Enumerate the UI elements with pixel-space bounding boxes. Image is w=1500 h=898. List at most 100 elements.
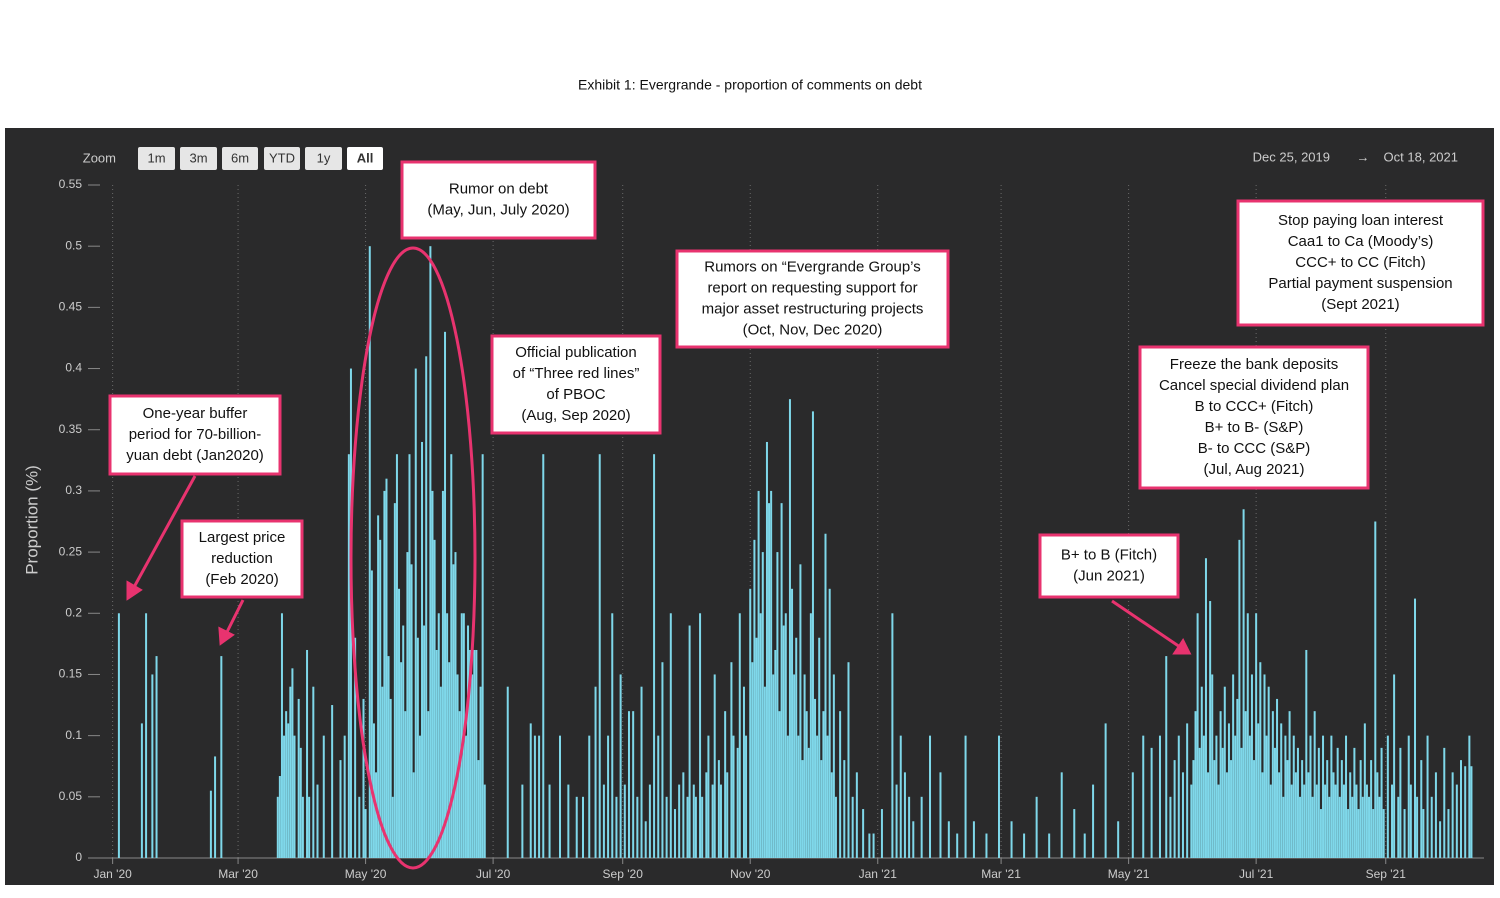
bar xyxy=(1334,784,1337,858)
bar xyxy=(1194,711,1197,858)
bar xyxy=(903,772,906,858)
bar xyxy=(862,809,865,858)
bar xyxy=(1309,735,1312,858)
arrow-head xyxy=(218,626,235,646)
bar xyxy=(467,625,470,858)
bar xyxy=(745,735,748,858)
zoom-button[interactable] xyxy=(264,147,300,170)
bar xyxy=(1242,509,1245,858)
bar xyxy=(847,662,850,858)
bar xyxy=(598,454,601,858)
bar xyxy=(425,356,428,858)
bar xyxy=(1468,735,1471,858)
bar xyxy=(1315,784,1318,858)
bar xyxy=(1382,809,1385,858)
bar xyxy=(1460,760,1463,858)
bar xyxy=(1342,784,1345,858)
bar xyxy=(377,515,380,858)
bar xyxy=(972,821,975,858)
zoom-button-label[interactable]: 1y xyxy=(317,150,331,165)
bar xyxy=(632,711,635,858)
bar xyxy=(450,454,453,858)
bar xyxy=(475,649,478,858)
y-tick-label: 0.15 xyxy=(59,667,83,681)
bar xyxy=(1292,735,1295,858)
bar xyxy=(797,735,800,858)
bar xyxy=(623,784,626,858)
bar xyxy=(1422,809,1425,858)
bar xyxy=(1244,711,1247,858)
bar xyxy=(809,613,812,858)
bar xyxy=(375,772,378,858)
bar xyxy=(393,503,396,858)
arrow xyxy=(1111,599,1181,649)
bar xyxy=(1202,735,1205,858)
bar xyxy=(705,772,708,858)
bar xyxy=(1257,723,1260,858)
bar xyxy=(291,668,294,858)
bar xyxy=(761,552,764,858)
annotations: One-year buffer period for 70-billion-yua… xyxy=(108,160,1485,870)
zoom-button-label[interactable]: 3m xyxy=(189,150,207,165)
bar xyxy=(1215,735,1218,858)
bar xyxy=(1083,833,1086,858)
bar xyxy=(820,760,823,858)
bar xyxy=(719,784,722,858)
bar xyxy=(1357,809,1360,858)
x-tick-label: Jan '21 xyxy=(859,867,898,881)
zoom-button[interactable] xyxy=(305,147,342,170)
bar xyxy=(278,776,281,858)
bar xyxy=(1225,772,1228,858)
bar xyxy=(742,686,745,858)
bar xyxy=(306,649,309,858)
range-start: Dec 25, 2019 xyxy=(1253,149,1330,164)
annotation-box xyxy=(400,160,597,240)
bar xyxy=(1399,747,1402,858)
bar xyxy=(611,613,614,858)
zoom-button-label[interactable]: 6m xyxy=(231,150,249,165)
zoom-button[interactable] xyxy=(180,147,217,170)
x-tick-label: Sep '21 xyxy=(1366,867,1407,881)
bar xyxy=(774,649,777,858)
bar xyxy=(155,656,158,858)
bar xyxy=(214,756,217,858)
bar xyxy=(782,625,785,858)
bar xyxy=(433,539,436,858)
bar xyxy=(1169,796,1172,858)
bar xyxy=(1317,747,1320,858)
zoom-button[interactable] xyxy=(347,147,383,170)
bar xyxy=(824,533,827,858)
bar xyxy=(358,796,361,858)
bar xyxy=(807,747,810,858)
bar xyxy=(299,747,302,858)
bar xyxy=(423,625,426,858)
x-tick-label: Jul '21 xyxy=(1239,867,1274,881)
bar xyxy=(301,796,304,858)
zoom-button-label[interactable]: YTD xyxy=(269,150,295,165)
bar xyxy=(688,625,691,858)
zoom-button-label[interactable]: All xyxy=(357,150,374,165)
bar xyxy=(1223,686,1226,858)
arrow xyxy=(131,475,197,590)
y-tick-label: 0.35 xyxy=(59,422,83,436)
bar xyxy=(1276,698,1279,858)
zoom-button[interactable] xyxy=(222,147,258,170)
bar xyxy=(460,613,463,858)
bar xyxy=(707,735,710,858)
bar xyxy=(1416,796,1419,858)
bar xyxy=(1278,772,1281,858)
bar xyxy=(1060,772,1063,858)
bar xyxy=(801,760,804,858)
bar xyxy=(770,490,773,858)
bar xyxy=(1324,784,1327,858)
bar xyxy=(506,686,509,858)
zoom-button-label[interactable]: 1m xyxy=(147,150,165,165)
bar xyxy=(1221,747,1224,858)
bar xyxy=(1280,723,1283,858)
bar xyxy=(331,705,334,858)
bar xyxy=(636,796,639,858)
annotation-text: CCC+ to CC (Fitch) xyxy=(1295,254,1425,271)
zoom-button[interactable] xyxy=(138,147,175,170)
bar xyxy=(1196,613,1199,858)
